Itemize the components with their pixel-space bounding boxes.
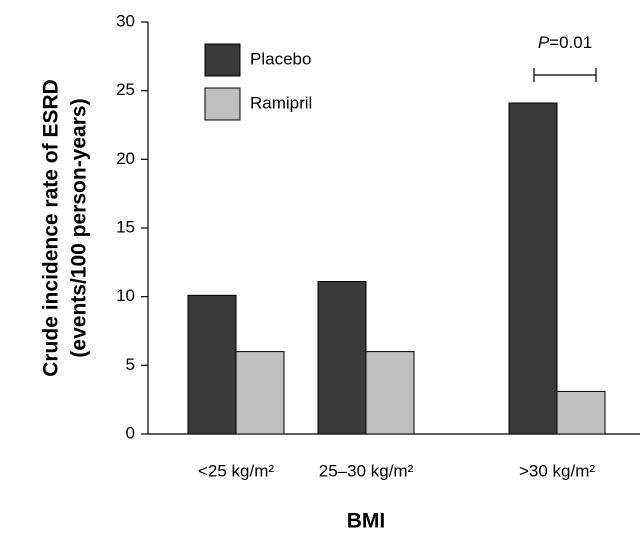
legend-swatch — [204, 43, 241, 77]
x-axis-title: BMI — [347, 510, 386, 533]
x-tick-label: 25–30 kg/m² — [319, 461, 414, 480]
legend-label: Ramipril — [250, 93, 312, 112]
bar — [556, 390, 606, 435]
legend-label: Placebo — [250, 49, 311, 68]
y-tick-label: 20 — [116, 149, 135, 168]
y-tick-label: 30 — [116, 11, 135, 30]
y-tick-label: 5 — [126, 355, 135, 374]
x-tick-label: <25 kg/m² — [198, 461, 274, 480]
y-tick-label: 10 — [116, 286, 135, 305]
y-axis-title: Crude incidence rate of ESRD — [40, 79, 63, 377]
y-tick-label: 15 — [116, 217, 135, 236]
bar — [187, 294, 237, 435]
annotation: P=0.01 — [538, 33, 592, 52]
bar — [365, 351, 415, 435]
bar — [235, 351, 285, 435]
y-axis-title: (events/100 person-years) — [68, 98, 91, 357]
bar — [317, 281, 367, 435]
legend-swatch — [204, 87, 241, 121]
x-tick-label: >30 kg/m² — [519, 461, 595, 480]
bar — [508, 102, 558, 435]
y-tick-label: 25 — [116, 80, 135, 99]
y-tick-label: 0 — [126, 423, 135, 442]
